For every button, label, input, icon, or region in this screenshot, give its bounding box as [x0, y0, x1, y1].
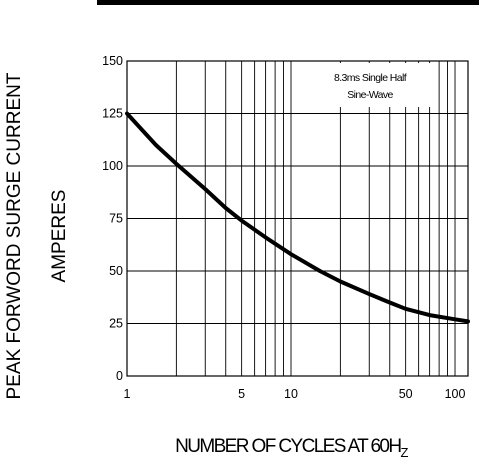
y-tick-label: 125: [102, 107, 123, 121]
x-axis-title: NUMBER OF CYCLES AT 60HZ: [175, 436, 408, 460]
top-black-bar: [97, 0, 479, 5]
y-tick-label: 150: [102, 54, 123, 68]
x-tick-label: 100: [445, 387, 466, 401]
x-axis-title-main: NUMBER OF CYCLES AT 60H: [175, 436, 401, 457]
x-tick-labels: 1 5 10 50 100: [124, 387, 466, 401]
series-layer: [127, 114, 468, 322]
y-axis-title-line-1: PEAK FORWORD SURGE CURRENT: [4, 72, 25, 399]
y-tick-labels: 0 25 50 75 100 125 150: [102, 54, 123, 383]
annotation-line-1: 8.3ms Single Half: [334, 72, 407, 84]
y-tick-label: 25: [109, 317, 123, 331]
y-tick-label: 0: [116, 369, 123, 383]
annotation-line-2: Sine-Wave: [347, 89, 393, 101]
x-axis-title-subscript: Z: [401, 445, 409, 460]
x-tick-label: 50: [399, 387, 413, 401]
x-tick-label: 5: [238, 387, 245, 401]
y-tick-label: 50: [109, 264, 123, 278]
x-tick-label: 10: [284, 387, 298, 401]
y-tick-label: 75: [109, 212, 123, 226]
grid-lines: [127, 61, 468, 376]
y-axis-title-line-2: AMPERES: [49, 190, 70, 283]
surge-current-curve: [127, 114, 468, 322]
y-tick-label: 100: [102, 159, 123, 173]
x-tick-label: 1: [124, 387, 131, 401]
